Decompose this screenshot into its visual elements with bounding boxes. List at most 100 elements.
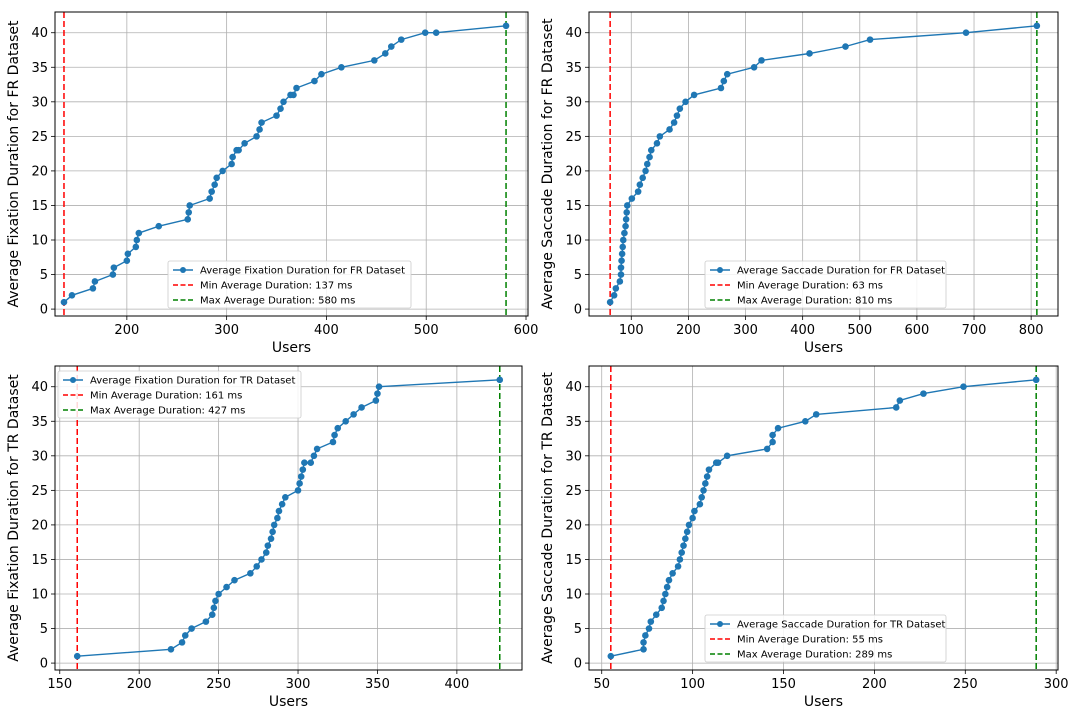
y-tick-label: 30	[31, 95, 48, 110]
data-point	[202, 618, 210, 625]
data-point	[806, 50, 813, 57]
legend-max-line: Max Average Duration: 580 ms	[200, 296, 355, 307]
x-tick-label: 200	[862, 677, 887, 692]
y-tick-label: 25	[565, 130, 582, 145]
y-tick-label: 40	[565, 380, 582, 395]
y-tick-label: 25	[565, 484, 582, 499]
data-point	[502, 22, 510, 30]
legend-max-line: Max Average Duration: 427 ms	[90, 406, 245, 417]
data-point	[653, 139, 661, 147]
y-tick-label: 20	[565, 164, 582, 179]
x-tick-label: 300	[1044, 677, 1069, 692]
data-point	[301, 459, 308, 467]
y-tick-label: 10	[565, 588, 582, 603]
data-point	[623, 202, 631, 209]
data-point	[769, 438, 776, 446]
data-point	[896, 397, 904, 404]
data-point	[135, 229, 143, 237]
data-point	[892, 404, 900, 411]
x-tick-label: 100	[680, 677, 705, 692]
data-point	[297, 473, 305, 480]
x-tick-label: 150	[771, 677, 796, 692]
y-tick-label: 30	[565, 95, 582, 110]
data-point	[623, 209, 631, 216]
y-tick-label: 25	[31, 130, 48, 145]
data-point	[247, 569, 254, 577]
x-axis-label: Users	[804, 694, 843, 710]
data-point	[89, 285, 97, 292]
data-point	[228, 160, 235, 168]
data-point	[185, 209, 193, 216]
data-point	[155, 222, 163, 230]
y-tick-label: 20	[565, 518, 582, 533]
x-tick-label: 300	[214, 323, 239, 338]
data-point	[622, 222, 629, 230]
y-tick-label: 35	[31, 415, 48, 430]
data-point	[621, 229, 628, 237]
data-point	[763, 445, 771, 453]
data-point	[639, 174, 646, 182]
data-point	[313, 445, 321, 453]
legend-swatch-marker	[717, 267, 723, 273]
x-tick-label: 50	[593, 677, 610, 692]
data-point	[723, 70, 731, 78]
data-point	[660, 597, 667, 605]
data-point	[432, 29, 440, 37]
x-axis-label: Users	[804, 340, 843, 356]
data-point	[618, 250, 626, 258]
data-point	[299, 466, 307, 473]
x-tick-label: 700	[962, 323, 987, 338]
data-point	[273, 112, 280, 119]
data-point	[676, 556, 684, 563]
data-point	[342, 417, 349, 425]
y-tick-label: 10	[31, 588, 48, 603]
data-point	[812, 411, 820, 418]
data-point	[223, 583, 230, 591]
panel-saccade-tr: 50 100 150 200 250 300 0 5 10 15 20 25 30 35 40 Users Av…	[540, 365, 1069, 710]
y-tick-label: 30	[31, 449, 48, 464]
data-point	[680, 542, 687, 549]
data-point	[616, 278, 624, 285]
data-point	[358, 404, 365, 411]
legend-swatch-marker	[180, 267, 186, 273]
data-point	[690, 91, 698, 99]
data-point	[382, 50, 389, 57]
data-point	[619, 236, 627, 244]
x-tick-label: 400	[790, 323, 815, 338]
data-point	[678, 549, 686, 556]
legend-series: Average Saccade Duration for FR Dataset	[737, 266, 945, 277]
legend-box	[704, 260, 947, 309]
y-tick-label: 5	[40, 268, 48, 283]
legend-swatch-marker	[717, 621, 723, 627]
data-point	[646, 153, 653, 161]
data-point	[235, 146, 242, 154]
data-point	[720, 77, 728, 85]
panel-fixation-fr: 200 300 400 500 600 0 5 10 15 20 25 30 35 40 Users Aver…	[6, 11, 539, 356]
x-tick-label: 600	[514, 323, 539, 338]
data-point	[282, 493, 289, 501]
data-point	[294, 487, 302, 494]
legend: Average Fixation Duration for FR Dataset…	[167, 260, 412, 309]
data-point	[269, 528, 276, 536]
data-point	[683, 528, 691, 536]
data-point	[750, 63, 758, 71]
data-point	[612, 285, 620, 292]
axes-frame	[54, 365, 523, 671]
x-tick-label: 500	[847, 323, 872, 338]
data-point	[642, 167, 649, 175]
data-point	[181, 632, 189, 639]
data-point	[219, 167, 226, 175]
axes-frame	[588, 365, 1059, 671]
legend-min-line: Min Average Duration: 55 ms	[737, 635, 883, 646]
data-point	[274, 514, 281, 522]
legend-series: Average Fixation Duration for FR Dataset	[200, 266, 405, 277]
data-point	[374, 390, 381, 397]
data-point	[123, 257, 131, 265]
data-point	[329, 438, 337, 446]
x-tick-label: 250	[206, 677, 231, 692]
data-point	[277, 105, 284, 113]
data-point	[669, 569, 676, 577]
y-tick-label: 5	[40, 622, 48, 637]
y-tick-label: 0	[40, 657, 48, 672]
y-tick-label: 20	[31, 164, 48, 179]
